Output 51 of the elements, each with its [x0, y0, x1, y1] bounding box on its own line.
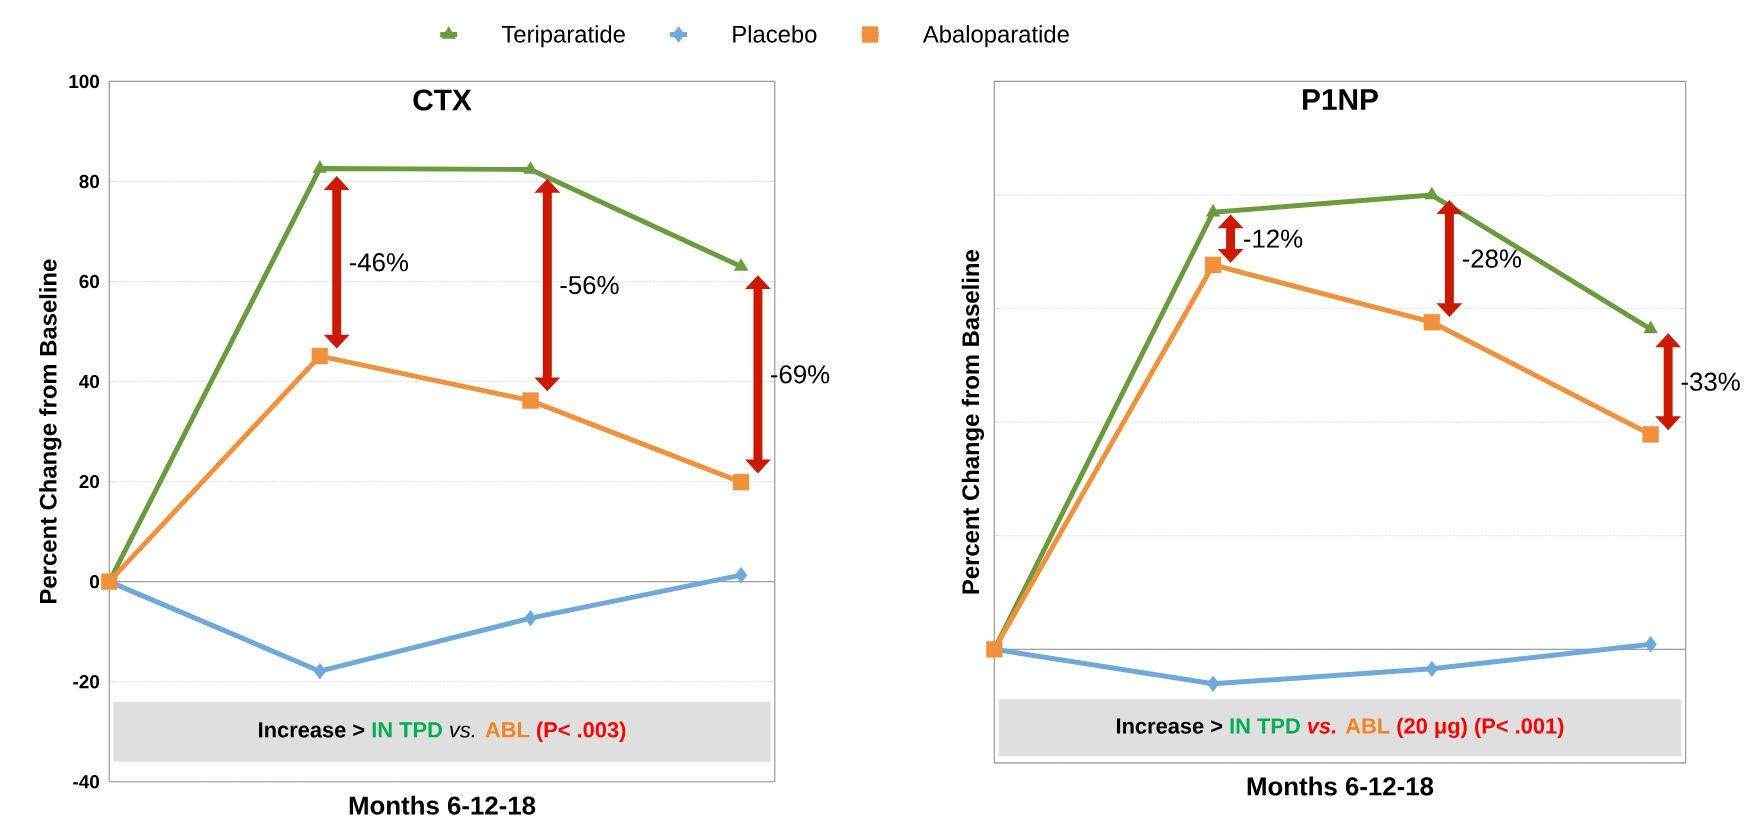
annotation: -46% [349, 252, 409, 272]
y-tick-label: -20 [73, 674, 100, 689]
point [1643, 320, 1658, 334]
point [1206, 675, 1220, 692]
x-axis-title: Months 6-12-18 [349, 795, 536, 815]
text: Increase > [1116, 718, 1223, 734]
point [734, 566, 748, 584]
y-tick-label: 20 [79, 474, 100, 489]
legend-label: Placebo [733, 24, 817, 43]
point [1424, 186, 1440, 200]
annotation: (P< .003) [537, 721, 626, 742]
point [1425, 660, 1439, 677]
annotation: IN TPD [372, 722, 442, 738]
annotation: Increase > [259, 722, 365, 738]
annotation: -56% [560, 275, 619, 294]
y-tick-label: 80 [79, 174, 100, 188]
point [732, 473, 750, 491]
y-tick-label: -40 [73, 774, 100, 789]
text: IN TPD [1230, 718, 1300, 734]
annotation: vs. [450, 725, 475, 738]
point [1204, 256, 1222, 273]
x-axis-title: Months 6-12-18 [1247, 776, 1434, 796]
chart-title: CTX [413, 89, 472, 111]
point [523, 161, 538, 174]
point [1205, 203, 1221, 217]
y-axis-title: Percent Change from Baseline [961, 249, 984, 594]
annotation: -33% [1681, 372, 1740, 391]
y-tick-label: 40 [79, 374, 100, 389]
point [733, 258, 749, 271]
point [312, 160, 328, 173]
point [524, 609, 537, 627]
y-tick-label: 60 [79, 274, 100, 289]
point [1642, 426, 1659, 443]
y-axis-title: Percent Change from Baseline [39, 259, 62, 603]
point [313, 662, 327, 680]
annotation: -69% [771, 364, 830, 384]
point [1644, 635, 1657, 653]
annotation: -28% [1462, 249, 1521, 268]
point [1423, 313, 1441, 331]
point [311, 347, 329, 365]
annotation: -12% [1244, 229, 1303, 248]
annotation: ABL [485, 722, 530, 738]
text: vs. [1307, 721, 1336, 734]
legend-label: Abaloparatide [922, 24, 1069, 48]
y-tick-label: 0 [90, 574, 100, 589]
chart-title: P1NP [1303, 89, 1378, 110]
text: (20 μg) (P< .001) [1397, 717, 1564, 738]
text: ABL [1345, 718, 1390, 734]
legend-label: Teriparatide [501, 24, 625, 48]
y-tick-label: 100 [69, 74, 100, 88]
point [522, 392, 539, 409]
